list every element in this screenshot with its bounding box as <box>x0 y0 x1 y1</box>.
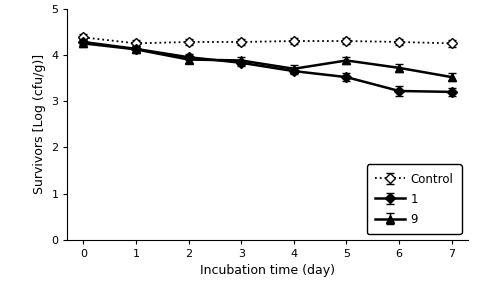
X-axis label: Incubation time (day): Incubation time (day) <box>200 264 335 277</box>
Y-axis label: Survivors [Log (cfu/g)]: Survivors [Log (cfu/g)] <box>33 54 46 194</box>
Legend: Control, 1, 9: Control, 1, 9 <box>367 164 462 234</box>
